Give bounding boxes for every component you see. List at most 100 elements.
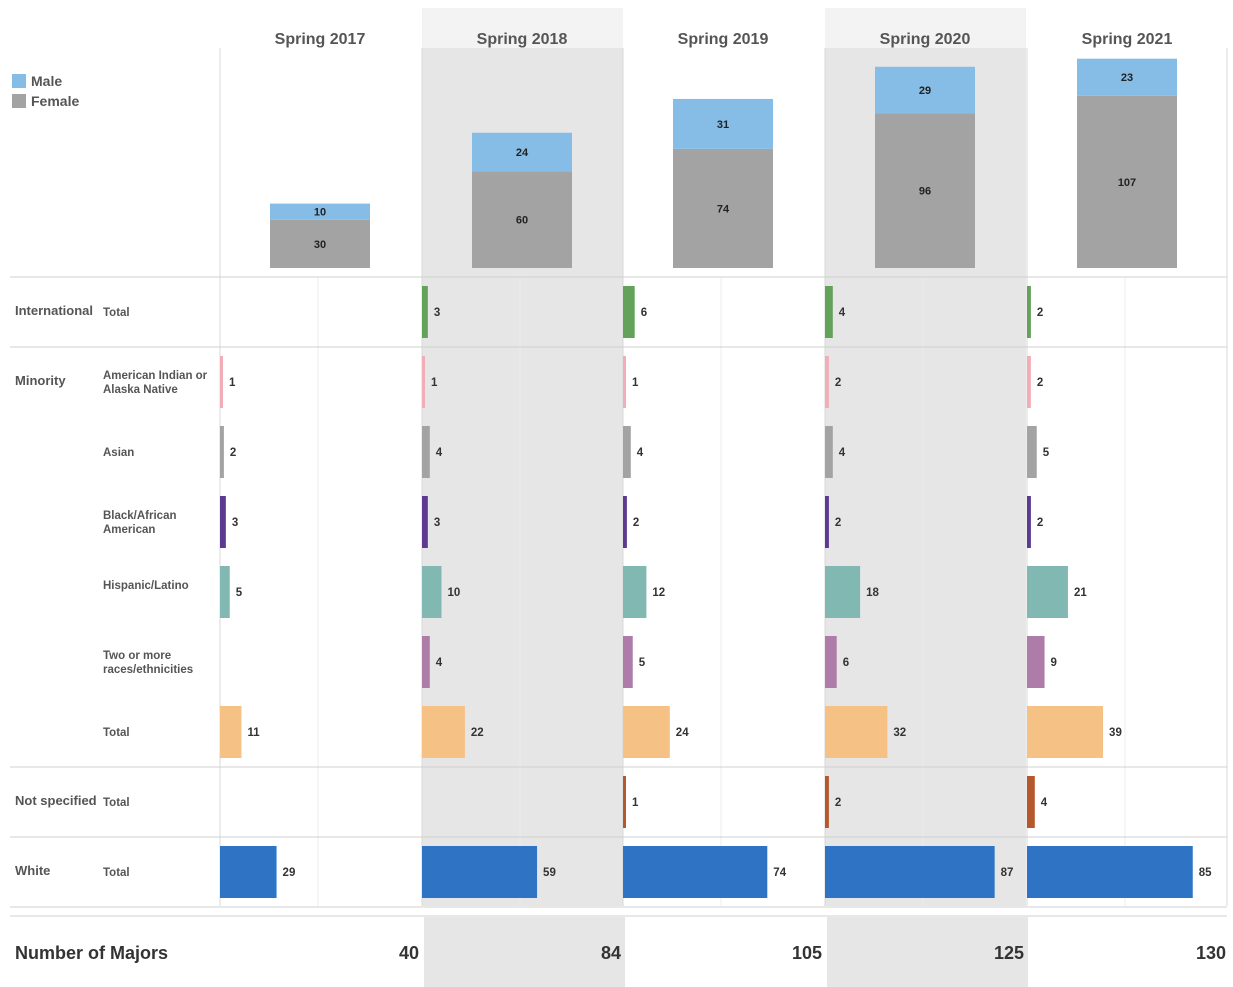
bar-segment	[825, 706, 888, 758]
bar-segment	[825, 496, 829, 548]
bar-value-label: 9	[1051, 657, 1057, 669]
bar-segment	[220, 356, 223, 408]
row-label: races/ethnicities	[103, 664, 193, 676]
column-header: Spring 2021	[1082, 31, 1173, 48]
bar-segment	[825, 566, 861, 618]
bar-value-label: 5	[1043, 447, 1050, 459]
bar-segment	[1027, 776, 1035, 828]
bar-segment	[623, 776, 626, 828]
bar-segment	[422, 356, 425, 408]
total-majors-value: 40	[399, 943, 419, 963]
bar-segment	[1027, 496, 1031, 548]
bar-segment	[1027, 706, 1104, 758]
row-label: American	[103, 524, 155, 536]
bar-male	[673, 98, 773, 149]
group-label: International	[15, 303, 93, 318]
column-header: Spring 2017	[275, 31, 366, 48]
bar-value-label: 4	[436, 657, 443, 669]
column-header: Spring 2020	[880, 31, 971, 48]
column-header-shade	[422, 8, 623, 48]
bar-value-label: 11	[247, 727, 260, 739]
bar-value-label: 3	[434, 517, 440, 529]
row-label: Total	[103, 797, 130, 809]
bar-value-label: 4	[637, 447, 644, 459]
row-label: Total	[103, 307, 130, 319]
bar-segment	[220, 566, 230, 618]
bar-segment	[422, 496, 428, 548]
bar-value-label: 21	[1074, 587, 1087, 599]
data-label-male: 10	[314, 207, 326, 219]
bar-value-label: 4	[839, 447, 846, 459]
bar-segment	[623, 566, 647, 618]
bar-value-label: 4	[839, 307, 846, 319]
bar-segment	[825, 426, 833, 478]
bar-segment	[623, 496, 627, 548]
bar-value-label: 18	[866, 587, 879, 599]
legend-label: Male	[31, 73, 62, 89]
bar-male	[875, 66, 975, 114]
bar-female	[673, 148, 773, 268]
bar-segment	[825, 286, 833, 338]
row-label: Hispanic/Latino	[103, 580, 189, 592]
bar-segment	[422, 286, 428, 338]
total-majors-value: 125	[994, 943, 1024, 963]
data-label-female: 60	[516, 215, 528, 227]
bar-segment	[1027, 636, 1045, 688]
bar-value-label: 3	[434, 307, 440, 319]
bar-value-label: 3	[232, 517, 238, 529]
bar-value-label: 1	[632, 377, 639, 389]
bar-value-label: 1	[431, 377, 438, 389]
data-label-female: 74	[717, 203, 730, 215]
bar-value-label: 24	[676, 727, 689, 739]
bar-value-label: 1	[632, 797, 639, 809]
legend-swatch	[12, 94, 26, 108]
bar-value-label: 2	[230, 447, 236, 459]
bar-segment	[422, 846, 538, 898]
bar-segment	[623, 636, 633, 688]
bar-value-label: 4	[1041, 797, 1048, 809]
bar-segment	[623, 286, 635, 338]
bar-value-label: 5	[236, 587, 243, 599]
total-majors-value: 130	[1196, 943, 1226, 963]
bar-value-label: 2	[1037, 517, 1043, 529]
bar-value-label: 87	[1001, 867, 1014, 879]
bar-value-label: 29	[283, 867, 296, 879]
bar-value-label: 2	[1037, 377, 1043, 389]
data-label-male: 23	[1121, 72, 1133, 84]
bar-value-label: 59	[543, 867, 556, 879]
group-label: White	[15, 863, 50, 878]
data-label-male: 29	[919, 85, 931, 97]
row-label: Total	[103, 867, 130, 879]
column-header-shade	[825, 8, 1026, 48]
data-label-male: 31	[717, 119, 729, 131]
bar-segment	[623, 706, 670, 758]
bar-male	[270, 203, 370, 220]
bar-value-label: 10	[448, 587, 461, 599]
data-label-male: 24	[516, 147, 529, 159]
bar-female	[875, 113, 975, 268]
footer-shade	[827, 917, 1028, 987]
row-label: American Indian or	[103, 370, 208, 382]
bar-segment	[220, 496, 226, 548]
bar-value-label: 2	[835, 517, 841, 529]
footer-label: Number of Majors	[15, 943, 168, 963]
bar-segment	[1027, 356, 1031, 408]
data-label-female: 107	[1118, 177, 1136, 189]
bar-value-label: 4	[436, 447, 443, 459]
bar-value-label: 22	[471, 727, 484, 739]
row-label: Alaska Native	[103, 384, 178, 396]
bar-segment	[825, 356, 829, 408]
row-label: Black/African	[103, 510, 177, 522]
bar-value-label: 85	[1199, 867, 1212, 879]
bar-segment	[422, 426, 430, 478]
bar-value-label: 74	[773, 867, 786, 879]
total-majors-value: 105	[792, 943, 822, 963]
bar-female	[270, 219, 370, 268]
legend-swatch	[12, 74, 26, 88]
bar-value-label: 2	[835, 797, 841, 809]
bar-segment	[220, 846, 277, 898]
row-label: Total	[103, 727, 130, 739]
bar-segment	[623, 846, 768, 898]
bar-value-label: 2	[1037, 307, 1043, 319]
